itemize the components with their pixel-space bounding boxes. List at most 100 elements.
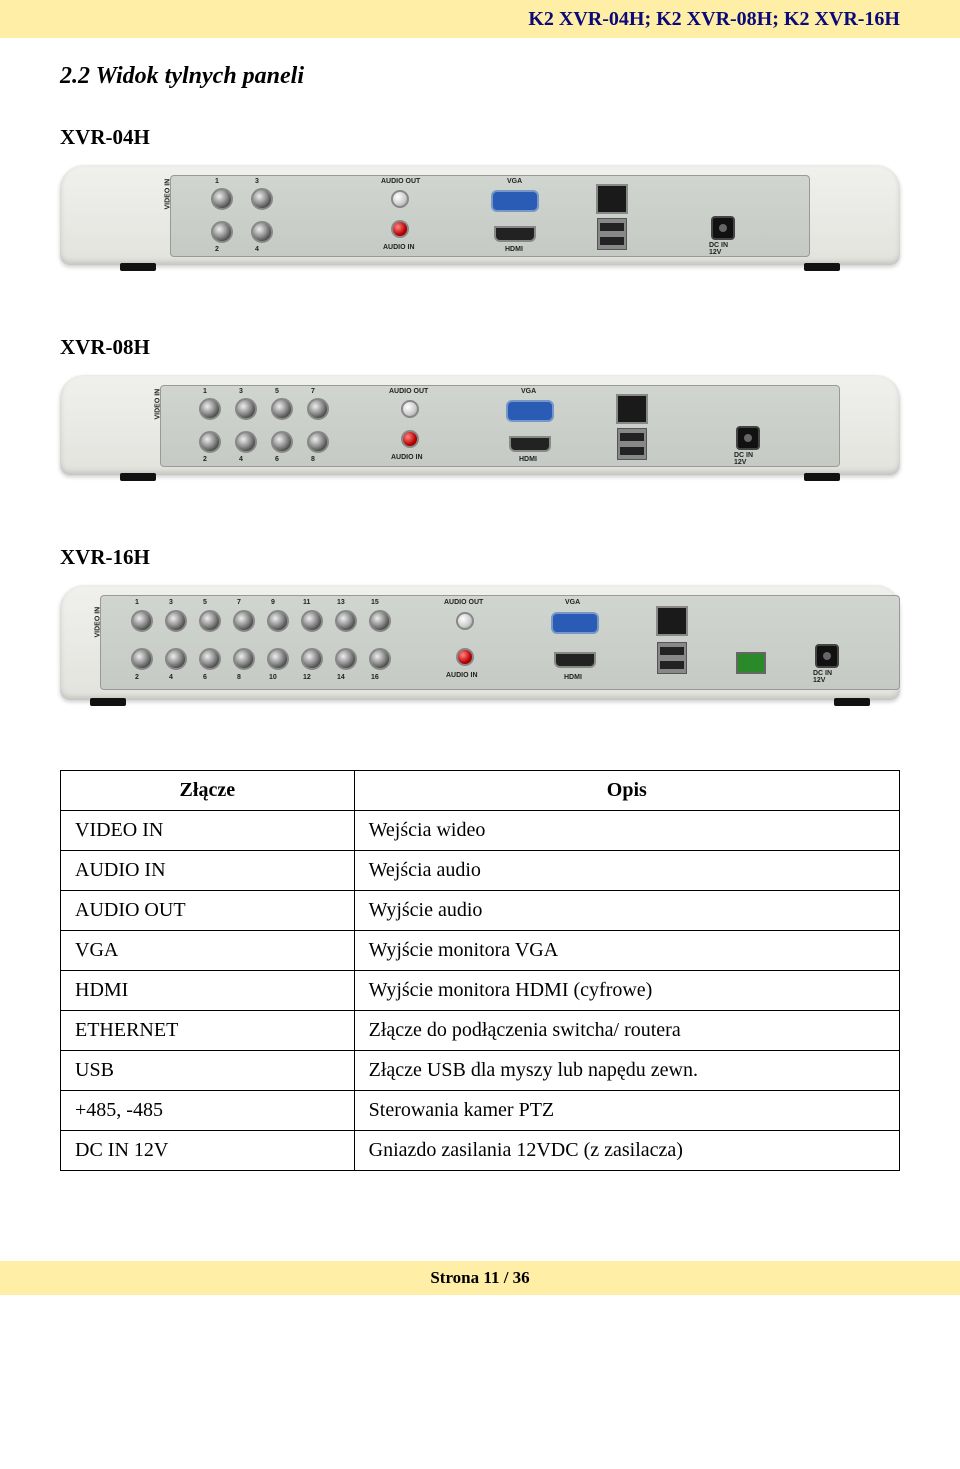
usb-ports xyxy=(617,428,647,460)
label-dc-in: DC IN 12V xyxy=(813,670,832,684)
table-cell-desc: Złącze do podłączenia switcha/ routera xyxy=(354,1011,899,1051)
device-panel-04h: VIDEO IN 1 3 2 4 AUDIO OUT AUDIO IN VGA … xyxy=(60,165,900,265)
table-cell-connector: ETHERNET xyxy=(61,1011,355,1051)
label-hdmi: HDMI xyxy=(564,674,582,681)
label-video-in: VIDEO IN xyxy=(165,179,172,210)
table-header-connector: Złącze xyxy=(61,771,355,811)
section-title: 2.2 Widok tylnych paneli xyxy=(60,63,900,90)
device-foot xyxy=(804,263,840,271)
table-cell-desc: Sterowania kamer PTZ xyxy=(354,1091,899,1131)
bnc-connector xyxy=(307,431,329,453)
label-vga: VGA xyxy=(521,388,536,395)
label-audio-in: AUDIO IN xyxy=(391,454,423,461)
dc-jack xyxy=(711,216,735,240)
model-label-08h: XVR-08H xyxy=(60,335,900,360)
table-cell-desc: Wyjście audio xyxy=(354,891,899,931)
table-row: DC IN 12VGniazdo zasilania 12VDC (z zasi… xyxy=(61,1131,900,1171)
model-label-04h: XVR-04H xyxy=(60,125,900,150)
bnc-connector xyxy=(199,610,221,632)
model-label-16h: XVR-16H xyxy=(60,545,900,570)
rca-audio-out xyxy=(401,400,419,418)
bnc-connector xyxy=(165,648,187,670)
label-audio-out: AUDIO OUT xyxy=(381,178,420,185)
bnc-connector xyxy=(233,648,255,670)
label-hdmi: HDMI xyxy=(519,456,537,463)
connectors-table: Złącze Opis VIDEO INWejścia wideoAUDIO I… xyxy=(60,770,900,1171)
hdmi-port xyxy=(494,226,536,242)
bnc-connector xyxy=(165,610,187,632)
label-vga: VGA xyxy=(565,599,580,606)
table-cell-desc: Złącze USB dla myszy lub napędu zewn. xyxy=(354,1051,899,1091)
usb-ports xyxy=(657,642,687,674)
bnc-connector xyxy=(211,188,233,210)
bnc-connector xyxy=(335,648,357,670)
bnc-connector xyxy=(267,610,289,632)
header-models: K2 XVR-04H; K2 XVR-08H; K2 XVR-16H xyxy=(528,8,900,31)
bnc-connector xyxy=(301,610,323,632)
hdmi-port xyxy=(554,652,596,668)
vga-port xyxy=(551,612,599,634)
label-dc-in: DC IN 12V xyxy=(709,242,728,256)
bnc-connector xyxy=(271,398,293,420)
table-row: AUDIO OUTWyjście audio xyxy=(61,891,900,931)
table-cell-connector: USB xyxy=(61,1051,355,1091)
footer-band: Strona 11 / 36 xyxy=(0,1261,960,1295)
header-band: K2 XVR-04H; K2 XVR-08H; K2 XVR-16H xyxy=(0,0,960,38)
rca-audio-in xyxy=(401,430,419,448)
rca-audio-out xyxy=(391,190,409,208)
bnc-connector xyxy=(131,610,153,632)
bnc-connector xyxy=(251,188,273,210)
ethernet-port xyxy=(596,184,628,214)
table-cell-connector: DC IN 12V xyxy=(61,1131,355,1171)
table-row: VGAWyjście monitora VGA xyxy=(61,931,900,971)
footer-page: Strona 11 / 36 xyxy=(430,1268,529,1288)
device-foot xyxy=(90,698,126,706)
hdmi-port xyxy=(509,436,551,452)
table-row: ETHERNETZłącze do podłączenia switcha/ r… xyxy=(61,1011,900,1051)
label-dc-in: DC IN 12V xyxy=(734,452,753,466)
usb-ports xyxy=(597,218,627,250)
bnc-connector xyxy=(301,648,323,670)
table-cell-desc: Wyjście monitora VGA xyxy=(354,931,899,971)
dc-jack xyxy=(815,644,839,668)
device-panel-16h: VIDEO IN 1 3 5 7 9 11 13 15 2 xyxy=(60,585,900,700)
bnc-connector xyxy=(307,398,329,420)
bnc-connector xyxy=(251,221,273,243)
bnc-connector xyxy=(271,431,293,453)
table-row: HDMIWyjście monitora HDMI (cyfrowe) xyxy=(61,971,900,1011)
bnc-connector xyxy=(369,648,391,670)
table-cell-connector: VIDEO IN xyxy=(61,811,355,851)
table-cell-desc: Gniazdo zasilania 12VDC (z zasilacza) xyxy=(354,1131,899,1171)
table-row: USBZłącze USB dla myszy lub napędu zewn. xyxy=(61,1051,900,1091)
label-audio-out: AUDIO OUT xyxy=(389,388,428,395)
vga-port xyxy=(506,400,554,422)
label-video-in: VIDEO IN xyxy=(95,607,102,638)
table-header-desc: Opis xyxy=(354,771,899,811)
table-cell-connector: +485, -485 xyxy=(61,1091,355,1131)
bnc-connector xyxy=(267,648,289,670)
device-foot xyxy=(120,263,156,271)
device-foot xyxy=(834,698,870,706)
bnc-connector xyxy=(211,221,233,243)
dc-jack xyxy=(736,426,760,450)
label-audio-in: AUDIO IN xyxy=(446,672,478,679)
ethernet-port xyxy=(616,394,648,424)
bnc-connector xyxy=(233,610,255,632)
table-cell-connector: AUDIO IN xyxy=(61,851,355,891)
device-foot xyxy=(804,473,840,481)
device-panel-08h: VIDEO IN 1 3 5 7 2 4 6 8 AUDIO OUT AUDIO… xyxy=(60,375,900,475)
bnc-connector xyxy=(131,648,153,670)
table-cell-connector: HDMI xyxy=(61,971,355,1011)
label-audio-out: AUDIO OUT xyxy=(444,599,483,606)
table-row: VIDEO INWejścia wideo xyxy=(61,811,900,851)
bnc-connector xyxy=(235,431,257,453)
table-cell-desc: Wejścia audio xyxy=(354,851,899,891)
device-foot xyxy=(120,473,156,481)
table-cell-connector: AUDIO OUT xyxy=(61,891,355,931)
terminal-485 xyxy=(736,652,766,674)
table-row: AUDIO INWejścia audio xyxy=(61,851,900,891)
ethernet-port xyxy=(656,606,688,636)
bnc-connector xyxy=(369,610,391,632)
label-hdmi: HDMI xyxy=(505,246,523,253)
bnc-connector xyxy=(335,610,357,632)
